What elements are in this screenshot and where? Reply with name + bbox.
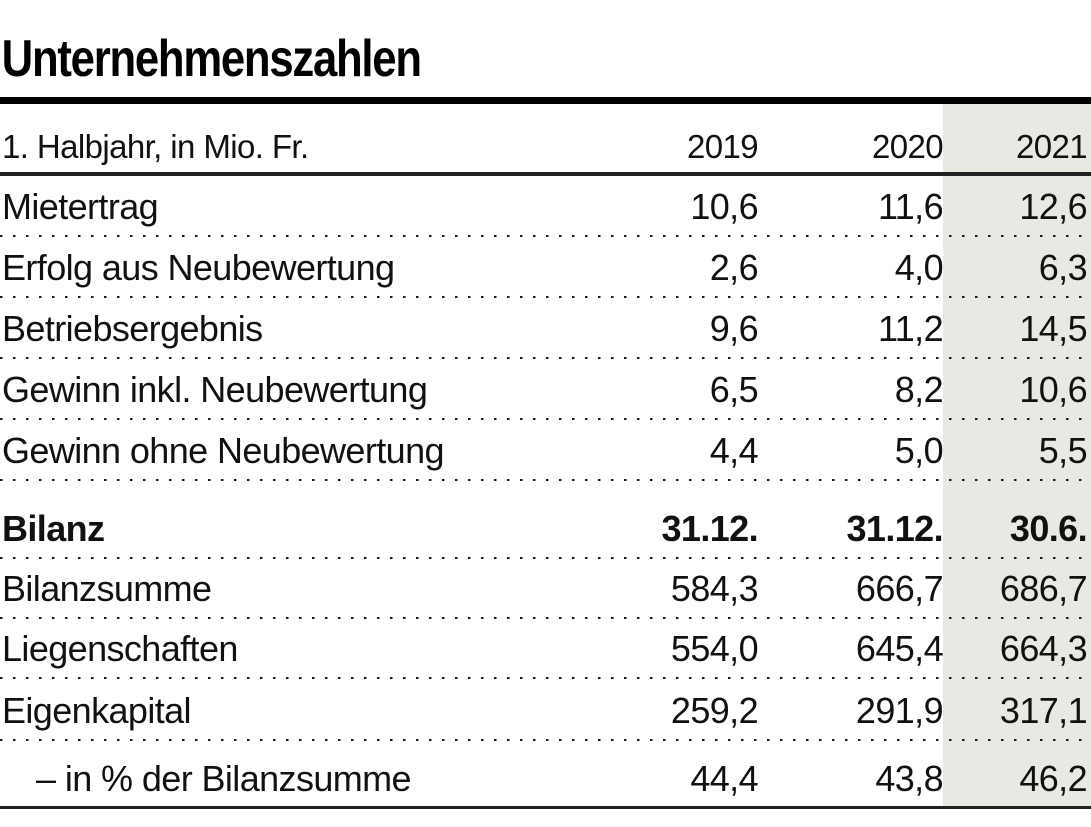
cell-2020: 645,4 — [855, 628, 944, 669]
table-row: Erfolg aus Neubewertung 2,6 4,0 6,3 — [0, 237, 1091, 298]
cell-2020: 5,0 — [894, 430, 944, 471]
cell-2020: 11,6 — [878, 186, 944, 227]
table-row: Betriebsergebnis 9,6 11,2 14,5 — [0, 298, 1091, 359]
row-label: Gewinn ohne Neubewertung — [2, 430, 445, 471]
cell-date-2020: 31.12. — [846, 508, 944, 549]
cell-2021: 317,1 — [999, 690, 1088, 731]
row-label: – in % der Bilanzsumme — [36, 758, 412, 799]
cell-2021: 10,6 — [1019, 369, 1087, 410]
title-area: Unternehmenszahlen — [0, 0, 1091, 97]
cell-2021: 686,7 — [999, 568, 1088, 609]
table-header-row: 1. Halbjahr, in Mio. Fr. 2019 2020 2021 — [0, 104, 1091, 176]
table-row: Bilanzsumme 584,3 666,7 686,7 — [0, 559, 1091, 619]
cell-date-2021: 30.6. — [1009, 508, 1088, 549]
row-label: Gewinn inkl. Neubewertung — [2, 369, 428, 410]
cell-2019: 2,6 — [709, 247, 759, 288]
cell-date-2019: 31.12. — [661, 508, 759, 549]
section-label: Bilanz — [2, 508, 105, 549]
row-label: Betriebsergebnis — [2, 308, 263, 349]
table-row: Gewinn ohne Neubewertung 4,4 5,0 5,5 — [0, 420, 1091, 481]
row-label: Liegenschaften — [2, 628, 238, 669]
page-title: Unternehmenszahlen — [1, 30, 422, 88]
cell-2021: 5,5 — [1038, 430, 1088, 471]
financial-table: 1. Halbjahr, in Mio. Fr. 2019 2020 2021 … — [0, 104, 1091, 809]
cell-2021: 46,2 — [1019, 758, 1087, 799]
cell-2020: 666,7 — [855, 568, 944, 609]
cell-2019: 554,0 — [670, 628, 759, 669]
table-row: Mietertrag 10,6 11,6 12,6 — [0, 176, 1091, 237]
cell-2019: 259,2 — [670, 690, 759, 731]
cell-2020: 43,8 — [875, 758, 943, 799]
cell-2019: 6,5 — [709, 369, 759, 410]
cell-2021: 6,3 — [1038, 247, 1088, 288]
column-header-2020: 2020 — [871, 128, 944, 165]
row-label: Erfolg aus Neubewertung — [2, 247, 395, 288]
cell-2019: 44,4 — [690, 758, 758, 799]
cell-2019: 4,4 — [709, 430, 759, 471]
table-section-row-bilanz: Bilanz 31.12. 31.12. 30.6. — [0, 481, 1091, 559]
cell-2021: 664,3 — [999, 628, 1088, 669]
title-rule — [0, 97, 1091, 104]
row-label: Eigenkapital — [2, 690, 192, 731]
row-label: Bilanzsumme — [2, 568, 212, 609]
table-unit-label: 1. Halbjahr, in Mio. Fr. — [2, 128, 309, 165]
column-header-2021: 2021 — [1015, 128, 1088, 165]
cell-2020: 11,2 — [878, 308, 944, 349]
cell-2020: 291,9 — [855, 690, 944, 731]
cell-2019: 10,6 — [690, 186, 758, 227]
cell-2020: 4,0 — [894, 247, 944, 288]
table-row: Gewinn inkl. Neubewertung 6,5 8,2 10,6 — [0, 359, 1091, 420]
table-row: Liegenschaften 554,0 645,4 664,3 — [0, 619, 1091, 679]
cell-2021: 12,6 — [1019, 186, 1087, 227]
cell-2021: 14,5 — [1019, 308, 1087, 349]
table-row: Eigenkapital 259,2 291,9 317,1 — [0, 679, 1091, 741]
row-label: Mietertrag — [2, 186, 159, 227]
cell-2019: 9,6 — [709, 308, 759, 349]
highlight-column-2021 — [943, 104, 1091, 806]
cell-2020: 8,2 — [894, 369, 944, 410]
column-header-2019: 2019 — [686, 128, 759, 165]
cell-2019: 584,3 — [670, 568, 759, 609]
table-row: – in % der Bilanzsumme 44,4 43,8 46,2 — [0, 741, 1091, 809]
